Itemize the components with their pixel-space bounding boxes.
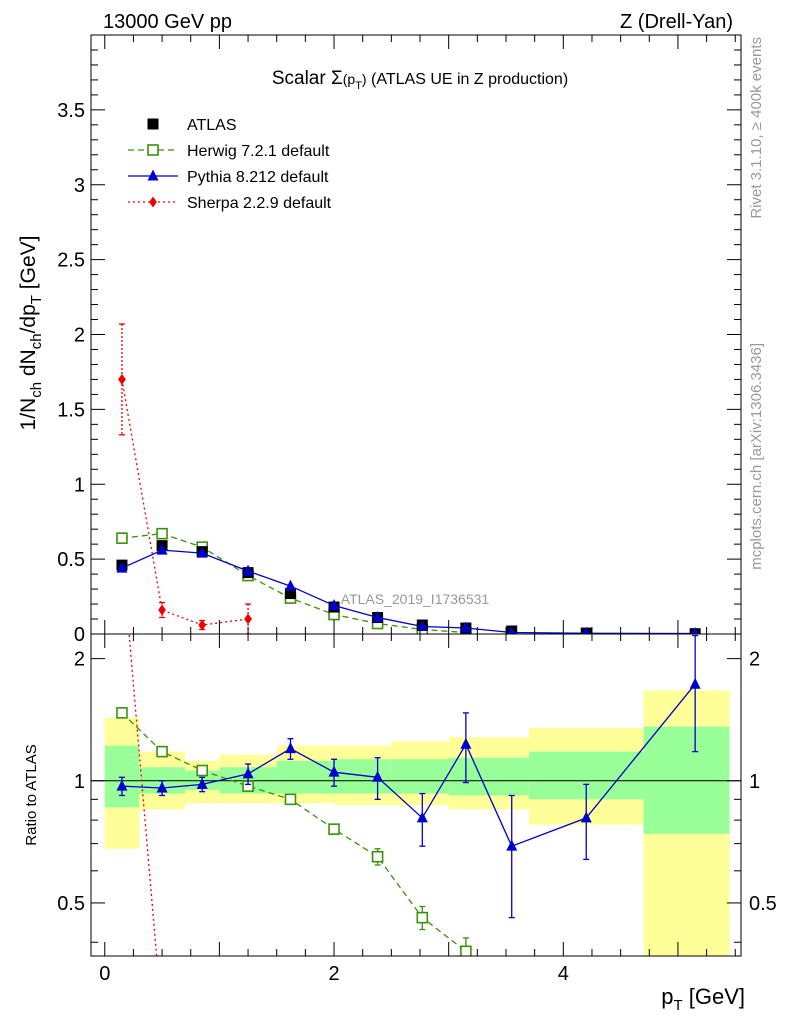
ratio-panel-frame (90, 633, 742, 957)
main-sherpa-point (158, 604, 166, 616)
main-sherpa-point (198, 619, 207, 631)
header-left: 13000 GeV pp (103, 11, 232, 33)
main-herwig-point (116, 532, 128, 544)
ratio-pythia-point (196, 777, 208, 789)
main-herwig-point (156, 527, 168, 540)
main-ytick-label: 0 (74, 624, 85, 646)
ratio-ytick-label-right: 1 (749, 771, 760, 793)
main-pythia-point (328, 599, 340, 611)
ratio-pythia-point (372, 770, 384, 782)
legend: ATLAS Herwig 7.2.1 default Pythia 8.212 de… (128, 117, 332, 212)
axes: 0 0.5 1 1.5 2 2.5 3 3.5 0 2 4 0.5 0.5 1 1 2 2 (57, 35, 777, 985)
ratio-ytick-label-left: 0.5 (57, 893, 85, 915)
main-ytick-label: 2 (74, 325, 85, 347)
main-herwig-line (121, 533, 466, 634)
main-ytick-label: 3.5 (57, 100, 85, 122)
ratio-herwig-point (196, 764, 208, 777)
main-pythia-point (582, 626, 590, 634)
ratio-pythia-point (156, 781, 168, 793)
ratio-pythia-point (580, 811, 592, 823)
analysis-watermark: ATLAS_2019_I1736531 (341, 591, 490, 607)
main-sherpa-point (244, 613, 252, 625)
main-ytick-label: 1.5 (57, 399, 85, 421)
legend-pythia-label: Pythia 8.212 default (187, 169, 329, 186)
stat-uncertainty-band (643, 726, 730, 834)
main-ytick-label: 1 (74, 474, 85, 496)
ratio-pythia-line (121, 683, 696, 848)
ratio-herwig-point (284, 793, 297, 806)
ratio-pythia-point (416, 811, 428, 823)
main-sherpa-line (121, 379, 249, 626)
ratio-ytick-label-left: 1 (74, 771, 85, 793)
ratio-pythia-point (506, 839, 518, 851)
main-pythia-line (121, 549, 696, 634)
stat-uncertainty-band (276, 760, 335, 794)
legend-sherpa-label: Sherpa 2.2.9 default (187, 195, 332, 212)
main-ytick-label: 3 (74, 175, 85, 197)
legend-pythia-marker (147, 169, 159, 181)
main-pythia-point (116, 561, 128, 573)
stat-uncertainty-band (334, 759, 392, 794)
xtick-label: 4 (558, 963, 569, 985)
main-pythia-point (196, 546, 208, 558)
legend-herwig-marker (147, 144, 159, 156)
ratio-herwig-point (416, 911, 429, 924)
ratio-herwig-point (371, 850, 384, 863)
main-atlas-point (284, 588, 296, 600)
ratio-pythia-point (689, 677, 701, 689)
ratio-herwig-point (116, 707, 128, 719)
main-pythia-point (156, 543, 168, 555)
ratio-ylabel: Ratio to ATLAS (23, 744, 40, 845)
ratio-sherpa-line (128, 634, 158, 956)
main-ytick-label: 0.5 (57, 549, 85, 571)
ratio-pythia-point (284, 742, 296, 754)
ratio-panel-data (116, 634, 701, 956)
main-title: Scalar Σ(pT) (ATLAS UE in Z production) (272, 68, 568, 92)
ratio-pythia-point (328, 765, 340, 777)
rivet-label: Rivet 3.1.10, ≥ 400k events (748, 37, 765, 219)
header-right: Z (Drell-Yan) (620, 11, 733, 33)
ratio-herwig-point (328, 823, 340, 835)
ratio-bands (91, 690, 741, 956)
ratio-ytick-label-right: 0.5 (749, 893, 777, 915)
xtick-label: 0 (99, 963, 110, 985)
ratio-ytick-label-left: 2 (74, 649, 85, 671)
ratio-pythia-point (460, 737, 472, 749)
xtick-label: 2 (328, 963, 339, 985)
main-pythia-point (284, 579, 296, 591)
ratio-pythia-point (116, 779, 128, 791)
mcplots-label: mcplots.cern.ch [arXiv:1306.3436] (748, 343, 765, 570)
main-pythia-point (242, 564, 254, 576)
xlabel: pT [GeV] (661, 984, 745, 1014)
main-ylabel: 1/Nch dNch/dpT [GeV] (17, 236, 45, 431)
main-sherpa-point (118, 373, 126, 385)
stat-uncertainty-band (104, 745, 140, 808)
main-ytick-label: 2.5 (57, 250, 85, 272)
legend-atlas-marker (147, 118, 159, 130)
main-pythia-point (460, 621, 472, 633)
ratio-herwig-point (156, 745, 168, 758)
legend-atlas-label: ATLAS (187, 117, 237, 134)
main-pythia-point (691, 627, 699, 634)
legend-herwig-label: Herwig 7.2.1 default (187, 143, 330, 160)
main-pythia-point (372, 611, 384, 623)
main-panel-data (116, 323, 701, 634)
main-pythia-point (507, 626, 516, 634)
legend-sherpa-marker (149, 196, 157, 208)
ratio-pythia-point (242, 767, 254, 779)
ratio-ytick-label-right: 2 (749, 649, 760, 671)
stat-uncertainty-band (448, 757, 529, 796)
stat-uncertainty-band (391, 759, 449, 794)
ratio-herwig-point (460, 945, 472, 956)
